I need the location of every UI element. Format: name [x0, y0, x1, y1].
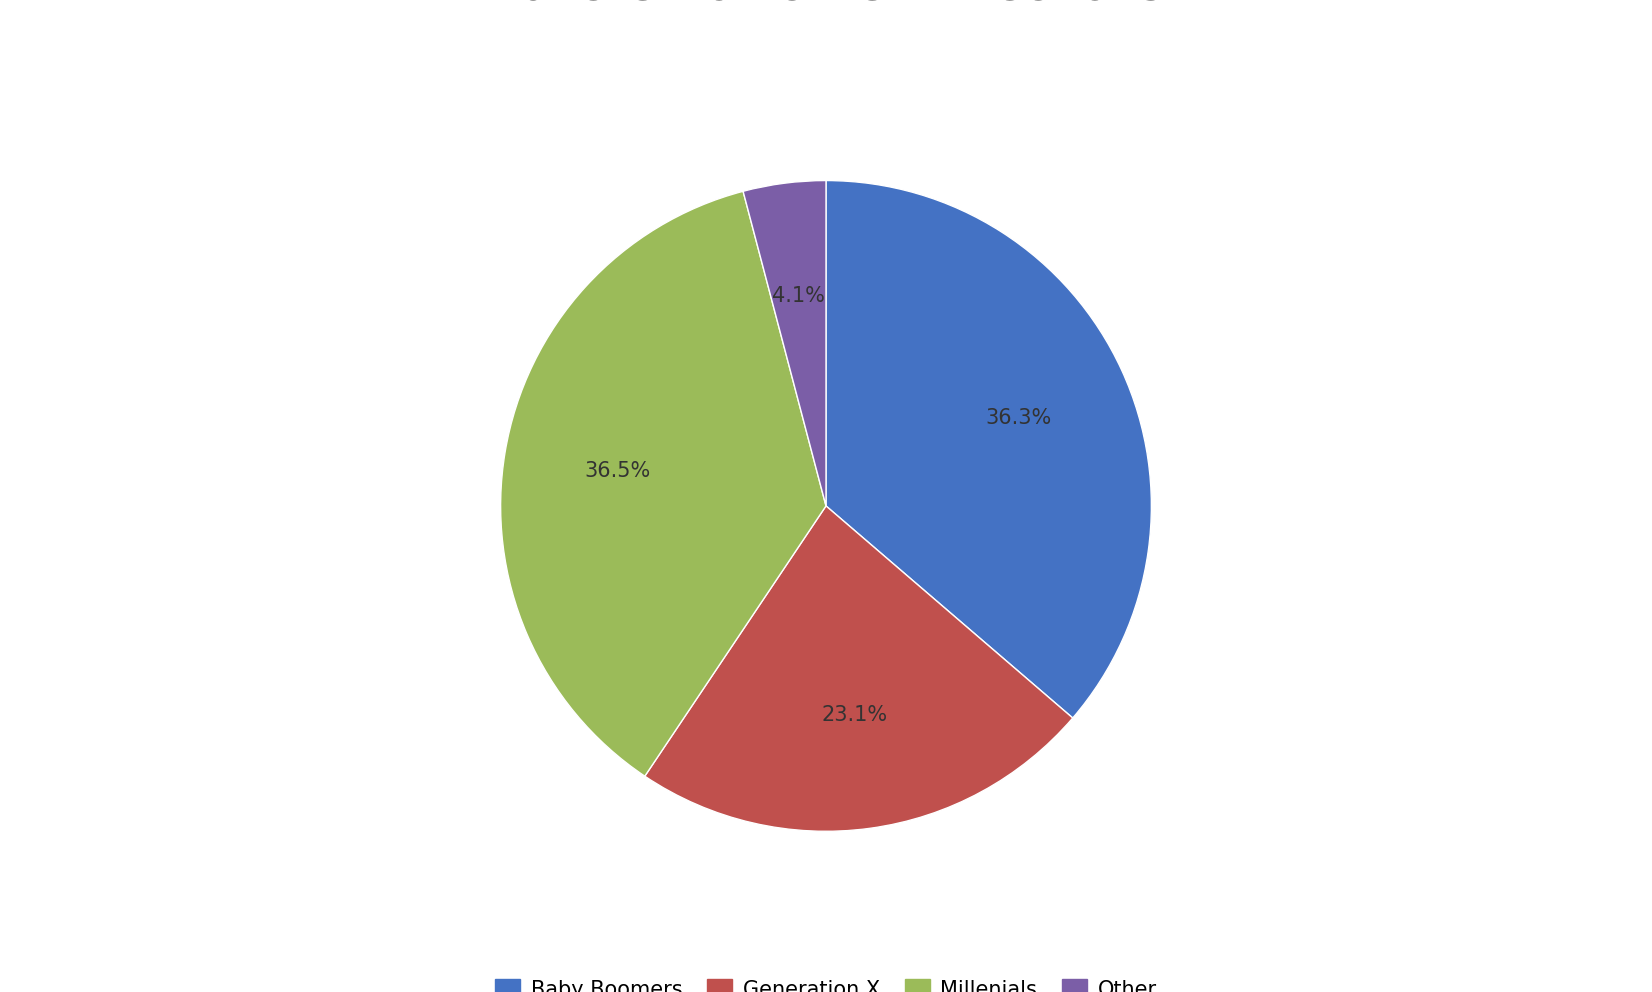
Wedge shape — [501, 191, 826, 776]
Legend: Baby Boomers, Generation X, Millenials, Other: Baby Boomers, Generation X, Millenials, … — [487, 971, 1165, 992]
Wedge shape — [743, 181, 826, 506]
Wedge shape — [826, 181, 1151, 718]
Text: 4.1%: 4.1% — [773, 286, 826, 307]
Wedge shape — [644, 506, 1072, 831]
Title: 2018 Chronic HCV Infections: 2018 Chronic HCV Infections — [487, 0, 1165, 9]
Text: 23.1%: 23.1% — [821, 705, 887, 725]
Text: 36.3%: 36.3% — [985, 408, 1051, 428]
Text: 36.5%: 36.5% — [585, 461, 651, 481]
